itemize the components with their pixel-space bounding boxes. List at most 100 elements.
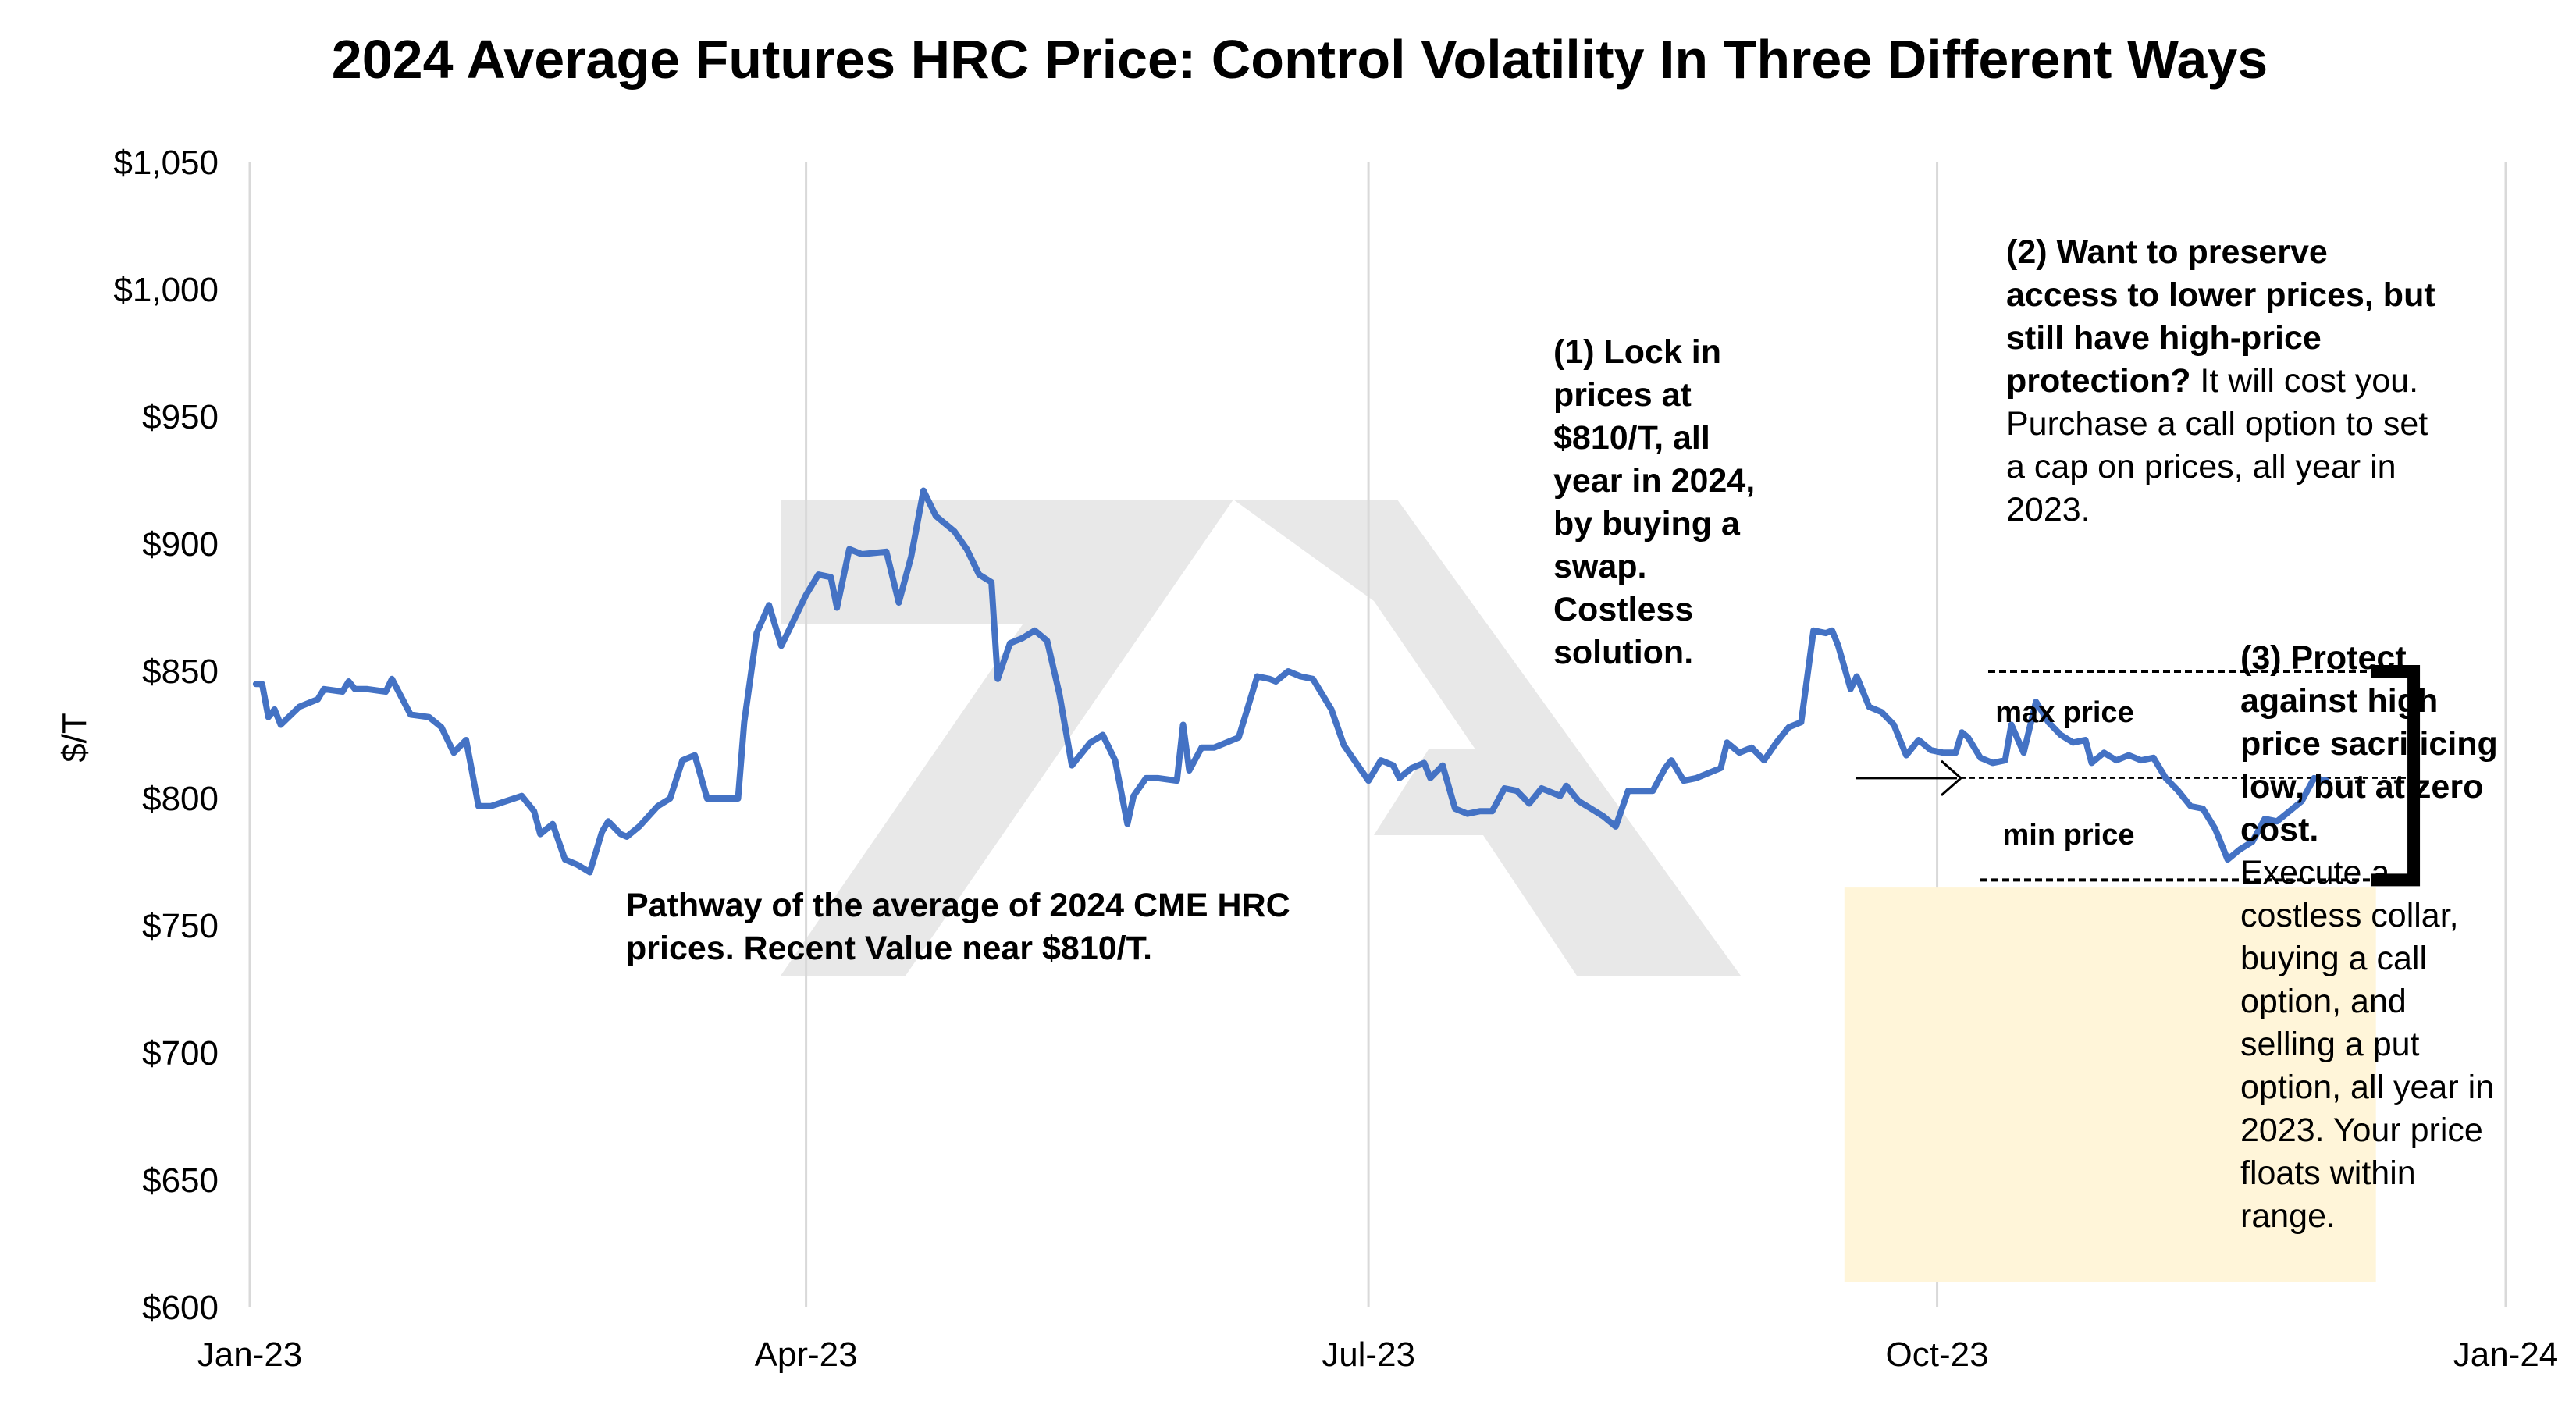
data-point [885,550,888,553]
data-point [576,863,579,866]
data-point [1917,738,1920,742]
data-point [1763,759,1766,762]
data-point [2176,789,2179,792]
data-point [1799,720,1802,724]
data-point [551,823,554,826]
annotation-collar: (3) Protect against high price sacrifici… [2240,637,2498,1238]
data-point [860,553,863,556]
data-point [1021,637,1024,640]
data-point [1268,678,1271,681]
data-point [1144,777,1147,780]
annotation-collar-text: Execute a costless collar, buying a call… [2240,854,2495,1235]
data-point [977,573,980,576]
data-point [2102,751,2105,754]
data-point [1515,789,1518,792]
annotation-swap: (1) Lock in prices at $810/T, all year i… [1553,333,1756,671]
data-point [2313,777,2315,780]
data-point [2214,827,2217,831]
data-point [273,708,276,711]
data-point [1905,754,1908,757]
x-tick-label: Jan-24 [2453,1336,2559,1374]
data-point [767,603,770,606]
data-point [1930,749,1933,752]
data-point [737,797,739,800]
data-point [835,606,838,609]
data-point [1651,789,1654,792]
data-point [1559,795,1562,798]
data-point [1725,741,1728,744]
data-point [267,716,270,719]
x-tick-label: Jul-23 [1322,1336,1415,1374]
data-point [1682,779,1685,782]
data-point [477,805,480,808]
data-point [625,835,628,838]
chart-title: 2024 Average Futures HRC Price: Control … [332,29,2268,90]
data-point [1089,741,1092,744]
data-point [1707,771,1710,774]
data-point [322,688,326,691]
data-point [1565,784,1567,788]
data-point [1775,741,1778,744]
data-point [1392,764,1395,767]
x-tick-label: Oct-23 [1886,1336,1989,1374]
data-point [2072,741,2075,744]
data-point [2010,724,2013,726]
data-point [452,751,455,754]
data-point [2239,848,2241,851]
data-point [1034,629,1037,632]
data-point [1157,777,1160,780]
data-point [1237,736,1240,739]
data-point [1330,708,1333,711]
data-point [1627,789,1630,792]
data-point [2300,799,2304,802]
data-point [1398,777,1401,780]
data-point [829,575,832,578]
data-point [2127,754,2130,757]
data-point [1045,639,1048,642]
data-point [2263,817,2266,820]
data-point [532,809,535,813]
y-tick-label: $1,050 [113,144,219,182]
data-point [1892,724,1895,726]
data-point [1101,734,1105,736]
data-point [1114,759,1116,762]
data-point [1225,741,1228,744]
y-tick-label: $950 [142,398,219,436]
data-point [1422,761,1425,764]
annotation-call-option: (2) Want to preserve access to lower pri… [2006,231,2443,532]
data-point [1367,779,1370,782]
data-point [638,825,641,828]
data-point [1880,710,1883,713]
data-point [742,720,745,724]
data-point [1868,706,1870,709]
data-point [693,754,696,757]
data-point [1343,744,1345,746]
x-axis-ticks: Jan-23 Apr-23 Jul-23 Oct-23 Jan-24 [197,1336,2559,1374]
data-point [2047,720,2050,724]
data-point [1478,809,1482,813]
data-point [261,682,264,685]
y-axis-ticks: $600 $650 $700 $750 $800 $850 $900 $950 $1,000 $1… [113,144,219,1327]
y-tick-label: $700 [142,1034,219,1072]
data-point [1441,764,1444,767]
data-point [706,797,709,800]
data-point [966,548,968,550]
data-point [1589,807,1592,810]
data-point [1453,807,1457,810]
y-tick-label: $900 [142,525,219,564]
range-bracket [2371,665,2421,887]
data-point [1429,777,1432,780]
data-point [2275,820,2279,823]
collar-range-box [1844,887,2376,1282]
data-point [1540,787,1543,790]
x-tick-label: Jan-23 [197,1336,303,1374]
data-point [1602,815,1605,818]
data-point [619,833,622,836]
data-point [279,724,283,726]
data-point [347,680,350,683]
data-point [2090,761,2093,764]
data-point [2201,807,2204,810]
data-point [1695,777,1698,780]
annotation-call-option-text: It will cost you. Purchase a call option… [2006,362,2428,528]
